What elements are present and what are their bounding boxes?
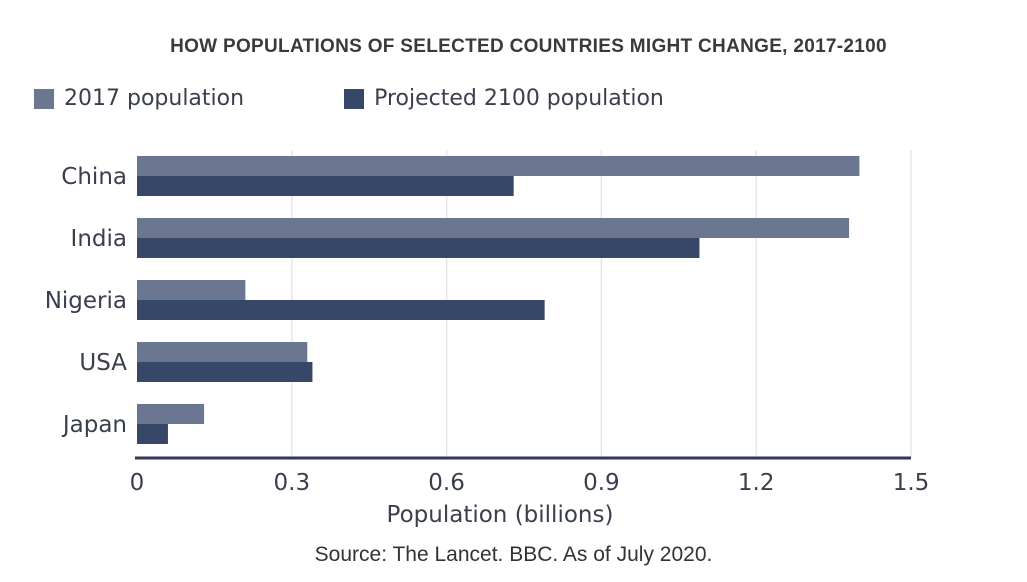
- x-tick-label: 0.9: [583, 470, 620, 496]
- legend-label-2017: 2017 population: [64, 86, 245, 111]
- x-tick-label: 0: [130, 470, 145, 496]
- source-note: Source: The Lancet. BBC. As of July 2020…: [314, 543, 713, 566]
- bar-india-2100: [137, 238, 700, 258]
- legend-item-2100: Projected 2100 population: [344, 86, 664, 111]
- category-label: USA: [79, 350, 127, 376]
- bar-usa-2017: [137, 342, 308, 362]
- category-label: India: [71, 226, 127, 252]
- bar-nigeria-2017: [137, 280, 246, 300]
- category-label: Nigeria: [45, 288, 127, 314]
- bar-japan-2100: [137, 424, 168, 444]
- legend-swatch-2100: [344, 88, 365, 109]
- category-label: China: [61, 164, 127, 190]
- legend-item-2017: 2017 population: [34, 86, 244, 111]
- legend: 2017 population Projected 2100 populatio…: [34, 86, 764, 111]
- bar-india-2017: [137, 218, 850, 238]
- bar-chart: China India Nigeria USA Japan 0 0.3 0.6 0.9 1.2 1.…: [45, 150, 930, 528]
- x-tick-label: 0.6: [428, 470, 465, 496]
- legend-swatch-2017: [34, 88, 54, 109]
- bar-china-2100: [137, 176, 514, 196]
- bar-china-2017: [137, 156, 860, 176]
- x-tick-label: 1.5: [893, 470, 930, 496]
- bar-japan-2017: [137, 404, 205, 424]
- x-axis-label: Population (billions): [387, 502, 614, 528]
- bar-nigeria-2100: [137, 300, 545, 320]
- legend-label-2100: Projected 2100 population: [374, 86, 664, 111]
- category-label: Japan: [61, 412, 127, 438]
- chart-title: HOW POPULATIONS OF SELECTED COUNTRIES MI…: [170, 36, 887, 57]
- x-tick-label: 1.2: [738, 470, 775, 496]
- x-tick-label: 0.3: [274, 470, 311, 496]
- bar-usa-2100: [137, 362, 313, 382]
